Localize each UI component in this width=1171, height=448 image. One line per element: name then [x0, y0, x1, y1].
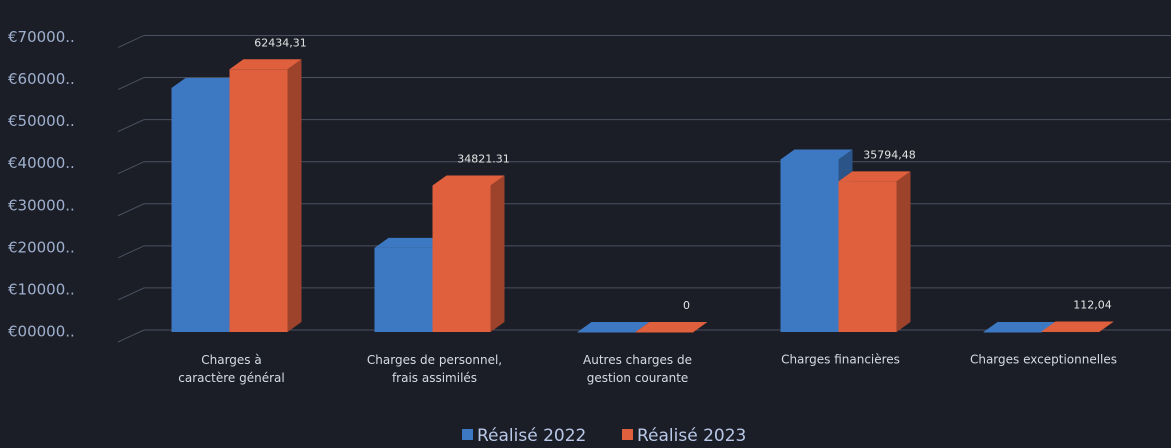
grid-line [117, 77, 1171, 90]
bar-front [838, 181, 897, 332]
bar [577, 322, 650, 333]
x-tick-label: Charges à caractère général [178, 353, 284, 385]
y-tick-label: €70000.. [8, 28, 75, 46]
bar-side [490, 175, 505, 332]
bar [635, 322, 708, 333]
bar-side [1099, 321, 1114, 332]
legend-label: Réalisé 2023 [637, 426, 746, 446]
bar [432, 175, 505, 332]
bar-front [229, 69, 288, 332]
bar-top [229, 59, 302, 70]
y-tick-label: €00000.. [8, 323, 75, 341]
x-tick-label: Charges de personnel, frais assimilés [367, 353, 502, 385]
legend-swatch [462, 429, 473, 440]
bar-front [635, 332, 694, 333]
bar [229, 59, 302, 332]
bar-top [577, 322, 650, 332]
bar-top [432, 175, 505, 186]
bar-top [983, 322, 1056, 332]
x-tick-label: Charges exceptionnelles [970, 353, 1117, 367]
grid-line [117, 119, 1171, 133]
bar-top [635, 322, 708, 332]
bar [838, 171, 911, 332]
x-tick-label: Autres charges de gestion courante [583, 353, 692, 385]
legend-swatch [622, 429, 633, 440]
bar-front [780, 159, 839, 332]
y-tick-label: €30000.. [8, 196, 75, 214]
legend-label: Réalisé 2022 [477, 426, 586, 446]
grid-line [117, 34, 1171, 48]
bar-front [432, 185, 491, 332]
bar-top [780, 149, 853, 160]
bar-front [577, 332, 636, 333]
bar-front [1041, 331, 1100, 333]
bar-top [838, 171, 911, 182]
bar-top [171, 77, 244, 88]
bar-side [287, 59, 302, 332]
y-tick-label: €50000.. [8, 112, 75, 130]
y-tick-label: €20000.. [8, 238, 75, 256]
bar-top [374, 237, 447, 248]
value-label: 0 [683, 299, 690, 312]
bar-top [1041, 321, 1114, 332]
value-label: 35794,48 [863, 148, 916, 161]
bar [1041, 321, 1114, 333]
bar-front [374, 247, 433, 332]
y-tick-label: €10000.. [8, 280, 75, 298]
y-tick-label: €60000.. [8, 70, 75, 88]
bar-side [896, 171, 911, 332]
value-label: 112,04 [1073, 299, 1112, 312]
y-tick-label: €40000.. [8, 154, 75, 172]
value-label: 34821.31 [457, 152, 510, 165]
bar-front [171, 87, 230, 332]
value-label: 62434,31 [254, 36, 307, 49]
bar-front [983, 332, 1042, 333]
bar [983, 322, 1056, 333]
x-tick-label: Charges financières [781, 353, 900, 367]
